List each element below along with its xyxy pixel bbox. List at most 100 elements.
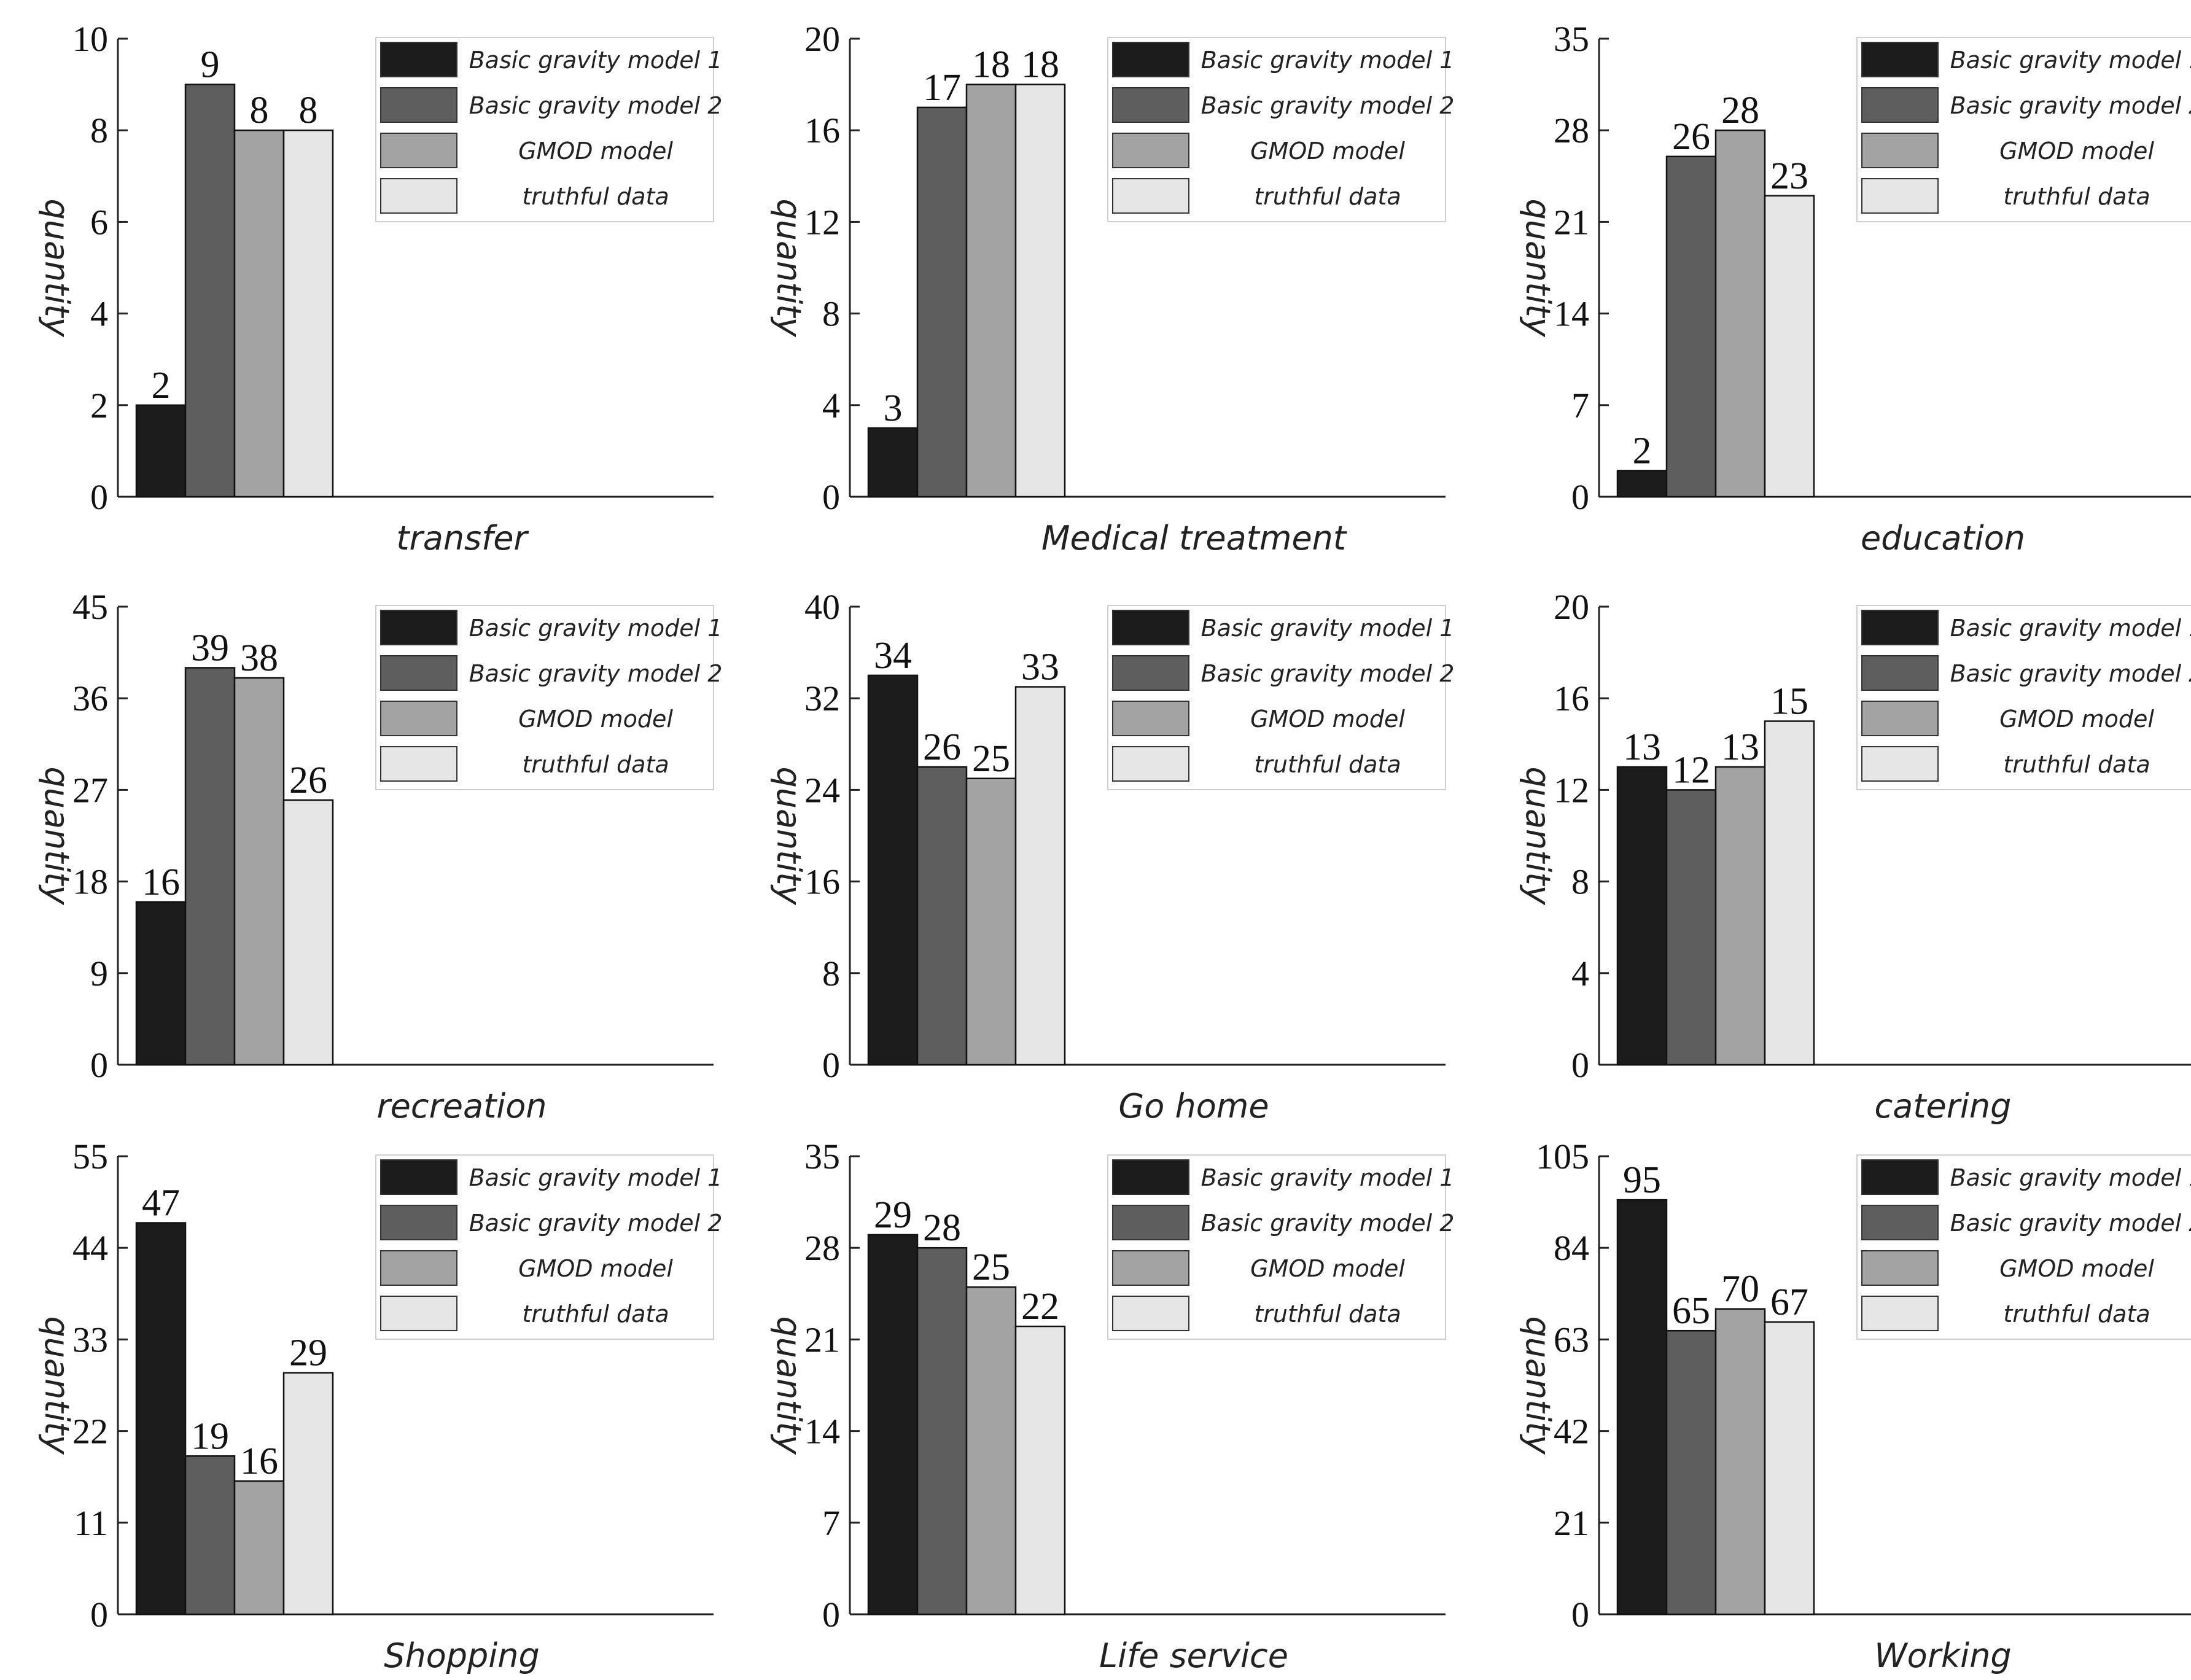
y-tick-label: 28 <box>804 1228 840 1268</box>
bar-value-label: 28 <box>923 1207 961 1249</box>
legend-label: truthful data <box>2003 183 2150 210</box>
y-axis-title: quantity <box>1519 198 1557 337</box>
legend-label: truthful data <box>1254 1301 1401 1328</box>
bar-value-label: 23 <box>1770 155 1808 197</box>
y-tick-label: 84 <box>1554 1228 1589 1268</box>
bar-gmod-model <box>965 1286 1017 1616</box>
legend-label: truthful data <box>522 751 669 778</box>
legend: Basic gravity model 1 Basic gravity model… <box>1856 1154 2191 1340</box>
y-tick-label: 16 <box>804 862 840 902</box>
y-tick-label: 14 <box>804 1412 840 1452</box>
legend-swatch <box>380 42 457 77</box>
legend-swatch <box>380 178 457 214</box>
x-axis-title: catering <box>1875 1087 2012 1126</box>
legend-label: truthful data <box>522 183 669 210</box>
y-tick-label: 8 <box>822 954 840 994</box>
y-tick-label: 10 <box>72 19 108 59</box>
legend-label: GMOD model <box>518 1255 673 1282</box>
bar-value-label: 25 <box>972 1246 1010 1288</box>
bar-basic-gravity-model-2 <box>1665 155 1717 498</box>
chart-panel-5: 0 8 16 24 32 40 quantity Go home 34 26 25 33 Basic g… <box>769 587 1454 1126</box>
y-tick-label: 8 <box>1571 862 1589 902</box>
x-axis-title: transfer <box>396 519 529 558</box>
y-tick-label: 8 <box>90 111 108 150</box>
bar-value-label: 34 <box>874 635 912 677</box>
legend-swatch <box>1112 746 1189 782</box>
legend-swatch <box>380 1250 457 1286</box>
bar-basic-gravity-model-1 <box>1616 470 1668 498</box>
legend-swatch <box>380 746 457 782</box>
bar-value-label: 12 <box>1672 749 1710 791</box>
legend-swatch <box>1112 701 1189 736</box>
bar-value-label: 2 <box>152 365 171 406</box>
y-tick-label: 0 <box>90 1595 108 1635</box>
legend-label: Basic gravity model 1 <box>469 47 723 74</box>
bar-value-label: 47 <box>142 1183 180 1224</box>
chart-panel-4: 0 9 18 27 36 45 quantity recreation 16 39 38 26 Basi… <box>37 587 722 1126</box>
bar-basic-gravity-model-2 <box>184 1455 236 1616</box>
bar-basic-gravity-model-1 <box>1616 1199 1668 1616</box>
y-tick-label: 0 <box>1571 1595 1589 1635</box>
y-tick-label: 4 <box>822 386 840 426</box>
bar-value-label: 33 <box>1021 647 1059 688</box>
bar-gmod-model <box>233 1480 285 1616</box>
legend-label: GMOD model <box>1999 138 2154 165</box>
legend: Basic gravity model 1 Basic gravity model… <box>1856 37 2191 222</box>
legend-label: Basic gravity model 1 <box>1201 47 1455 74</box>
bar-value-label: 65 <box>1672 1290 1710 1332</box>
bar-truthful-data <box>1764 720 1815 1066</box>
legend-swatch <box>1861 1159 1939 1195</box>
y-tick-label: 40 <box>804 587 840 627</box>
y-tick-label: 35 <box>804 1137 840 1176</box>
y-tick-label: 28 <box>1554 111 1589 150</box>
legend-label: GMOD model <box>1999 706 2154 733</box>
y-tick-label: 24 <box>804 770 840 810</box>
y-tick-label: 0 <box>822 477 840 517</box>
legend-label: truthful data <box>2003 1301 2150 1328</box>
legend-swatch <box>1112 178 1189 214</box>
y-tick-label: 7 <box>822 1503 840 1543</box>
bar-value-label: 70 <box>1721 1269 1759 1310</box>
bar-value-label: 16 <box>240 1441 278 1482</box>
bar-value-label: 9 <box>201 44 220 86</box>
legend-label: Basic gravity model 1 <box>1950 1164 2191 1191</box>
legend-swatch <box>380 655 457 691</box>
chart-panel-3: 0 7 14 21 28 35 quantity education 2 26 28 23 Basic … <box>1519 19 2191 558</box>
legend-label: Basic gravity model 1 <box>469 1164 723 1191</box>
y-tick-label: 12 <box>804 202 840 242</box>
bar-value-label: 22 <box>1021 1286 1059 1328</box>
bar-value-label: 38 <box>240 637 278 679</box>
y-tick-label: 9 <box>90 954 108 994</box>
chart-panel-8: 0 7 14 21 28 35 quantity Life service 29 28 25 22 Ba… <box>769 1137 1454 1675</box>
legend-swatch <box>1861 87 1939 123</box>
bar-value-label: 67 <box>1770 1281 1808 1323</box>
bar-value-label: 25 <box>972 738 1010 780</box>
bar-gmod-model <box>233 129 285 498</box>
bar-gmod-model <box>965 84 1017 498</box>
legend-swatch <box>1861 610 1939 645</box>
legend-swatch <box>380 701 457 736</box>
legend-swatch <box>1112 1250 1189 1286</box>
bar-basic-gravity-model-2 <box>184 84 236 498</box>
legend-swatch <box>380 133 457 168</box>
legend-swatch <box>1112 87 1189 123</box>
legend-label: GMOD model <box>1999 1255 2154 1282</box>
y-axis-title: quantity <box>769 198 808 337</box>
chart-panel-9: 0 21 42 63 84 105 quantity Working 95 65 70 67 Basic… <box>1519 1137 2191 1675</box>
legend-swatch <box>380 1159 457 1195</box>
y-tick-label: 21 <box>804 1320 840 1359</box>
legend-label: Basic gravity model 2 <box>469 92 723 119</box>
y-axis-title: quantity <box>37 766 76 905</box>
bar-value-label: 29 <box>289 1332 327 1374</box>
legend-swatch <box>1861 701 1939 736</box>
legend-swatch <box>1861 655 1939 691</box>
legend: Basic gravity model 1 Basic gravity model… <box>1856 605 2191 790</box>
legend-swatch <box>1861 1250 1939 1286</box>
legend-swatch <box>1112 655 1189 691</box>
y-tick-label: 16 <box>804 111 840 150</box>
bar-basic-gravity-model-1 <box>867 674 919 1066</box>
bar-value-label: 39 <box>191 627 229 669</box>
bar-truthful-data <box>1764 1321 1815 1616</box>
y-tick-label: 12 <box>1554 770 1589 810</box>
